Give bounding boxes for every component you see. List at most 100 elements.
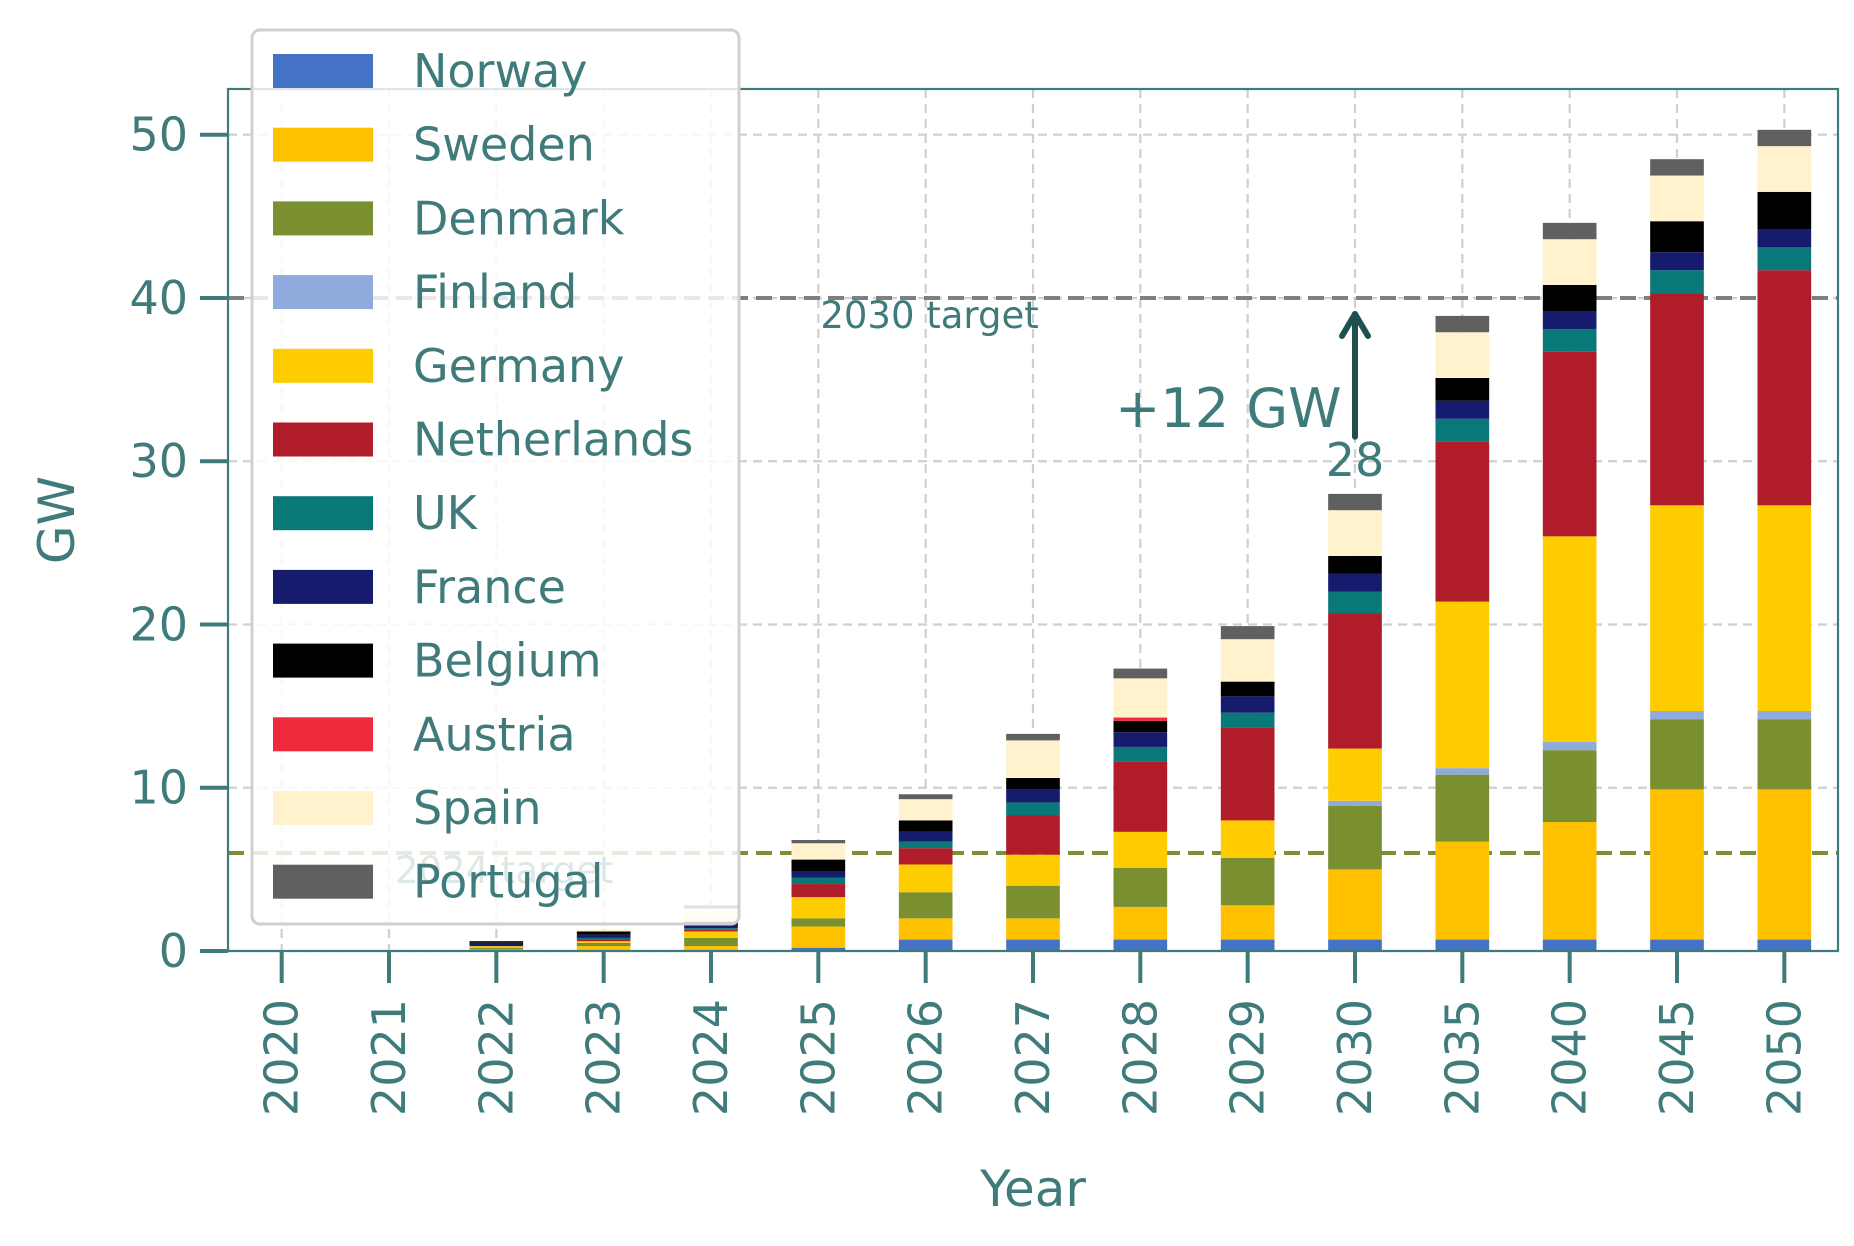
bar-2030-spain	[1328, 510, 1382, 556]
bar-2045-germany	[1650, 505, 1704, 712]
bar-2050-sweden	[1757, 789, 1812, 940]
y-tick-label-20: 20	[129, 597, 188, 651]
bar-2045-denmark	[1650, 719, 1704, 790]
bar-2026-uk	[898, 841, 953, 849]
bar-2029-sweden	[1220, 905, 1275, 940]
bar-2029-belgium	[1220, 681, 1275, 697]
bar-2045-france	[1650, 252, 1704, 271]
bar-2029-netherlands	[1220, 727, 1275, 821]
bar-2026-spain	[898, 799, 953, 821]
bar-2023-denmark	[576, 942, 631, 947]
legend-swatch-uk	[273, 496, 373, 531]
x-tick-label-2040: 2040	[1543, 999, 1597, 1116]
bar-2024-germany	[684, 931, 738, 938]
bar-2027-netherlands	[1006, 815, 1060, 855]
bar-2026-france	[898, 831, 953, 842]
bar-2030-netherlands	[1328, 613, 1382, 749]
legend-label-denmark: Denmark	[413, 191, 625, 245]
legend-label-finland: Finland	[413, 265, 577, 319]
increase-label: +12 GW	[1115, 377, 1341, 440]
legend-swatch-sweden	[273, 127, 373, 162]
x-tick-label-2045: 2045	[1650, 999, 1704, 1116]
bar-2035-sweden	[1435, 841, 1490, 940]
legend-label-germany: Germany	[413, 339, 624, 393]
x-tick-label-2029: 2029	[1221, 999, 1275, 1116]
bar-2025-uk	[791, 877, 846, 885]
legend-swatch-finland	[273, 275, 373, 310]
bar-2035-portugal	[1435, 315, 1490, 333]
x-tick-label-2050: 2050	[1757, 999, 1811, 1116]
bar-2025-spain	[791, 843, 846, 860]
bar-2022-belgium	[469, 941, 524, 943]
reference-label-2030-target: 2030 target	[820, 294, 1038, 337]
bar-2027-uk	[1006, 802, 1060, 816]
bar-2035-norway	[1435, 939, 1490, 951]
bar-2027-norway	[1006, 939, 1060, 951]
y-tick-label-40: 40	[129, 271, 188, 325]
bar-2023-france	[576, 934, 631, 938]
bar-2025-portugal	[791, 839, 846, 844]
bar-2027-belgium	[1006, 777, 1060, 790]
y-tick-label-0: 0	[159, 924, 188, 978]
bar-2040-netherlands	[1542, 351, 1597, 537]
bar-2028-belgium	[1113, 720, 1168, 733]
total-label-2030: 28	[1326, 433, 1385, 487]
legend-swatch-denmark	[273, 201, 373, 236]
bar-2027-portugal	[1006, 733, 1060, 741]
bar-2029-norway	[1220, 939, 1275, 951]
legend: Norway Sweden Denmark Finland Germany Netherl…	[250, 28, 741, 926]
bar-2028-germany	[1113, 831, 1168, 868]
bar-2025-denmark	[791, 918, 846, 927]
bar-2026-portugal	[898, 794, 953, 800]
bar-2025-norway	[791, 947, 846, 951]
bar-2030-belgium	[1328, 555, 1382, 574]
bar-2028-netherlands	[1113, 761, 1168, 832]
legend-label-spain: Spain	[413, 781, 542, 835]
bar-2050-france	[1757, 229, 1812, 248]
x-tick-label-2025: 2025	[791, 999, 845, 1116]
bar-2027-denmark	[1006, 885, 1060, 919]
bar-2030-sweden	[1328, 869, 1382, 940]
bar-2035-france	[1435, 400, 1490, 419]
bar-2024-denmark	[684, 937, 738, 947]
bar-2025-netherlands	[791, 884, 846, 898]
bar-2045-spain	[1650, 175, 1704, 222]
bar-2035-netherlands	[1435, 441, 1490, 602]
bar-2023-uk	[576, 937, 631, 940]
bar-2029-portugal	[1220, 626, 1275, 640]
bar-2040-finland	[1542, 742, 1597, 751]
x-tick-label-2035: 2035	[1435, 999, 1489, 1116]
bar-2024-sweden	[684, 946, 738, 951]
bar-2040-france	[1542, 311, 1597, 329]
bar-2050-germany	[1757, 505, 1812, 712]
bar-2029-uk	[1220, 712, 1275, 728]
x-axis-title: Year	[979, 1160, 1086, 1218]
bar-2035-belgium	[1435, 377, 1490, 401]
x-tick-label-2028: 2028	[1113, 999, 1167, 1116]
y-tick-label-50: 50	[129, 108, 188, 162]
legend-swatch-france	[273, 569, 373, 604]
bar-2045-belgium	[1650, 221, 1704, 253]
bar-2026-germany	[898, 864, 953, 893]
bar-2035-uk	[1435, 418, 1490, 442]
bar-2035-denmark	[1435, 774, 1490, 842]
bar-2028-norway	[1113, 939, 1168, 951]
legend-label-sweden: Sweden	[413, 118, 595, 172]
bar-2022-denmark	[469, 947, 524, 950]
bar-2024-netherlands	[684, 929, 738, 932]
bar-2025-france	[791, 871, 846, 878]
bar-2029-france	[1220, 696, 1275, 713]
bar-2045-netherlands	[1650, 293, 1704, 506]
bar-2045-portugal	[1650, 159, 1704, 176]
y-axis-title: GW	[28, 476, 86, 564]
bar-2040-germany	[1542, 536, 1597, 743]
bar-2040-denmark	[1542, 750, 1597, 823]
bar-2029-germany	[1220, 820, 1275, 858]
bar-2027-sweden	[1006, 918, 1060, 940]
x-tick-label-2021: 2021	[362, 999, 416, 1116]
bar-2050-uk	[1757, 247, 1812, 271]
bar-2027-france	[1006, 789, 1060, 803]
bar-2027-germany	[1006, 854, 1060, 886]
bar-2023-spain	[576, 929, 631, 932]
x-tick-label-2026: 2026	[899, 999, 953, 1116]
